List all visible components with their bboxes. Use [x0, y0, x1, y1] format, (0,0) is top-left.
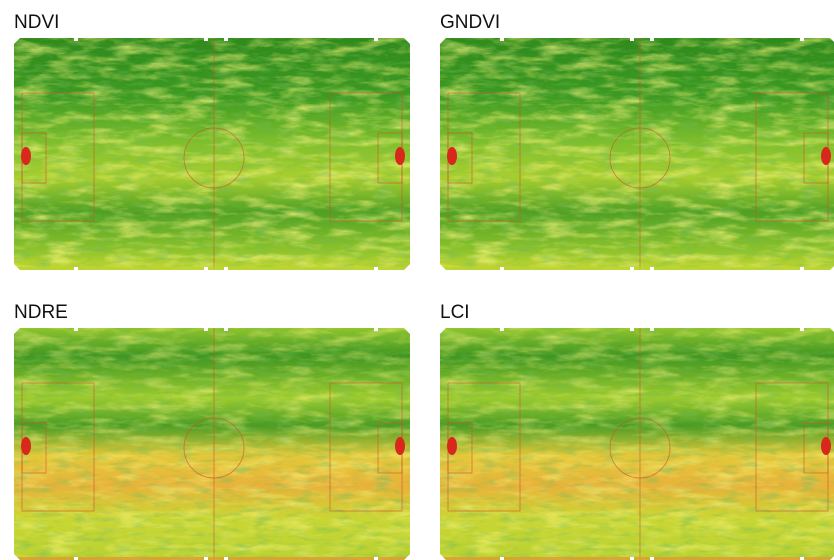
field	[440, 38, 834, 270]
edge-notch	[224, 267, 228, 270]
edge-notch	[500, 267, 504, 270]
field-noise-dark	[14, 38, 410, 270]
edge-notch	[800, 38, 804, 41]
field	[440, 328, 834, 560]
field	[14, 328, 410, 560]
center-circle	[183, 127, 245, 189]
field-map	[440, 38, 834, 270]
center-circle	[609, 417, 671, 479]
panel: NDVI	[14, 8, 410, 270]
field-noise-dark	[440, 328, 834, 560]
panel-title: NDVI	[14, 12, 60, 33]
edge-notch	[650, 328, 654, 331]
goal-hot-right	[821, 437, 831, 455]
goal-hot-right	[395, 437, 405, 455]
edge-notch	[374, 328, 378, 331]
edge-notch	[204, 267, 208, 270]
bottom-edge	[14, 267, 410, 270]
panel: GNDVI	[440, 8, 834, 270]
panel-title: NDRE	[14, 302, 68, 323]
edge-notch	[74, 38, 78, 41]
field-map	[14, 38, 410, 270]
goal-hot-left	[21, 147, 31, 165]
edge-notch	[224, 328, 228, 331]
edge-notch	[74, 267, 78, 270]
field	[14, 38, 410, 270]
edge-notch	[204, 38, 208, 41]
field-map	[440, 328, 834, 560]
panel: LCI	[440, 298, 834, 560]
center-circle	[609, 127, 671, 189]
edge-notch	[630, 267, 634, 270]
center-circle	[183, 417, 245, 479]
edge-notch	[500, 38, 504, 41]
panel-title: GNDVI	[440, 12, 501, 33]
edge-notch	[800, 328, 804, 331]
goal-hot-left	[21, 437, 31, 455]
edge-notch	[204, 328, 208, 331]
field-map	[14, 328, 410, 560]
edge-notch	[224, 38, 228, 41]
panel-title: LCI	[440, 302, 470, 323]
field-noise-dark	[440, 38, 834, 270]
goal-hot-left	[447, 147, 457, 165]
edge-notch	[630, 38, 634, 41]
goal-hot-right	[395, 147, 405, 165]
goal-hot-left	[447, 437, 457, 455]
edge-notch	[374, 38, 378, 41]
edge-notch	[650, 38, 654, 41]
edge-notch	[374, 267, 378, 270]
goal-hot-right	[821, 147, 831, 165]
field-noise-dark	[14, 328, 410, 560]
edge-notch	[500, 328, 504, 331]
edge-notch	[74, 328, 78, 331]
edge-notch	[630, 328, 634, 331]
bottom-edge	[440, 267, 834, 270]
edge-notch	[800, 267, 804, 270]
panel: NDRE	[14, 298, 410, 560]
edge-notch	[650, 267, 654, 270]
